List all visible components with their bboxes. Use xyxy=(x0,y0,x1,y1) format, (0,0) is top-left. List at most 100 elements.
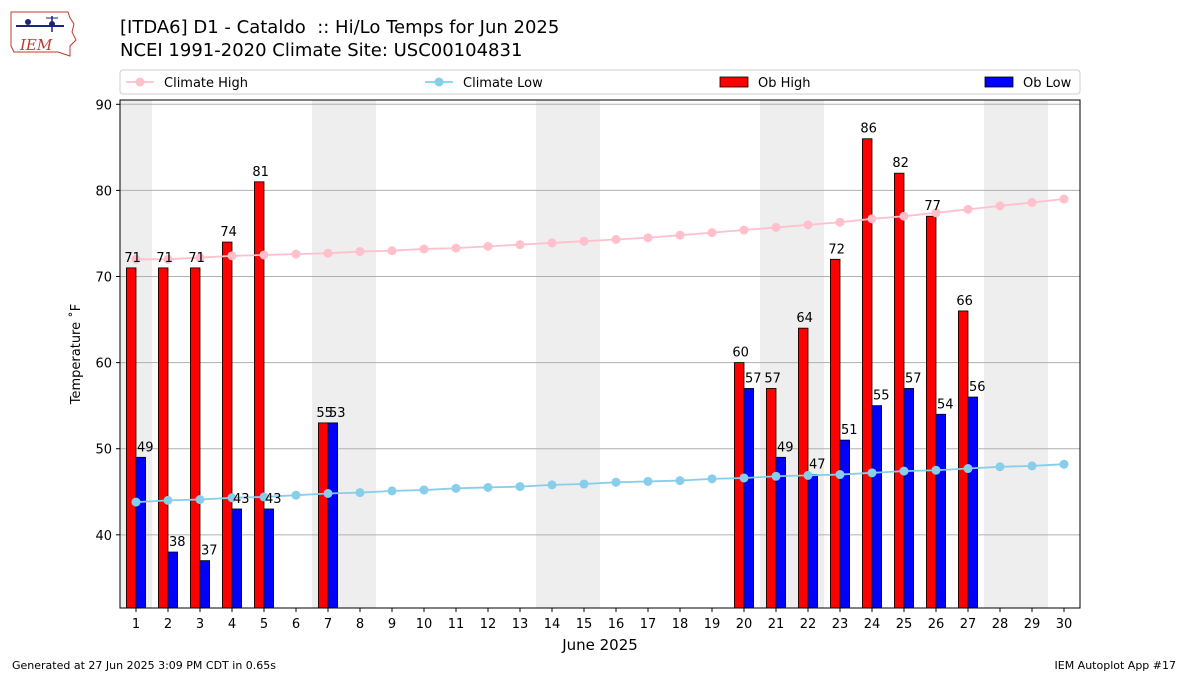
ob-low-bar-day-7 xyxy=(327,422,339,609)
legend-ob-low-label: Ob Low xyxy=(1023,76,1072,91)
climate-high-point-day-4 xyxy=(227,251,237,261)
climate-low-point-day-23 xyxy=(835,470,845,480)
ob-high-label-day-20: 60 xyxy=(732,346,749,361)
ob-low-label-day-5: 43 xyxy=(265,492,282,507)
climate-high-point-day-7 xyxy=(323,248,333,258)
legend-climate-high-label: Climate High xyxy=(164,76,248,91)
climate-high-point-day-19 xyxy=(707,228,717,238)
ob-low-bar-day-5 xyxy=(263,508,275,609)
ob-low-label-day-7: 53 xyxy=(329,406,346,421)
climate-high-point-day-18 xyxy=(675,230,685,240)
x-tick-label-7: 7 xyxy=(324,617,332,632)
ob-high-label-day-24: 86 xyxy=(860,122,877,137)
x-tick-label-9: 9 xyxy=(388,617,396,632)
ob-high-label-day-23: 72 xyxy=(828,242,845,257)
ob-low-label-day-20: 57 xyxy=(745,371,762,386)
climate-high-point-day-23 xyxy=(835,217,845,227)
x-tick-label-13: 13 xyxy=(512,617,529,632)
ob-low-bar-day-27 xyxy=(967,396,979,609)
ob-high-bar-day-25 xyxy=(894,172,905,609)
climate-high-point-day-22 xyxy=(803,220,813,230)
climate-low-point-day-12 xyxy=(483,482,493,492)
legend-box xyxy=(119,69,1081,95)
ob-high-bar-day-24 xyxy=(862,138,873,609)
x-tick-label-11: 11 xyxy=(448,617,465,632)
climate-high-point-day-10 xyxy=(419,244,429,254)
ob-low-bar-day-23 xyxy=(839,439,851,609)
ob-high-label-day-4: 74 xyxy=(220,225,237,240)
climate-low-point-day-19 xyxy=(707,474,717,484)
legend-climate-low-label: Climate Low xyxy=(463,76,543,91)
x-tick-label-22: 22 xyxy=(800,617,817,632)
climate-low-point-day-16 xyxy=(611,477,621,487)
x-tick-label-23: 23 xyxy=(832,617,849,632)
chart-subtitle: NCEI 1991-2020 Climate Site: USC00104831 xyxy=(120,40,523,61)
legend-climate-low-marker xyxy=(434,77,444,87)
x-tick-label-25: 25 xyxy=(896,617,913,632)
ob-high-bar-day-23 xyxy=(830,258,841,609)
ob-high-label-day-26: 77 xyxy=(924,199,941,214)
x-tick-label-24: 24 xyxy=(864,617,881,632)
climate-low-point-day-20 xyxy=(739,473,749,483)
climate-high-point-day-21 xyxy=(771,222,781,232)
y-tick-label-80: 80 xyxy=(95,184,112,199)
climate-high-point-day-14 xyxy=(547,238,557,248)
climate-low-point-day-9 xyxy=(387,486,397,496)
weekend-shade-day-8 xyxy=(344,100,376,608)
ob-high-label-day-3: 71 xyxy=(188,251,205,266)
weekend-shade-day-15 xyxy=(568,100,600,608)
climate-low-point-day-2 xyxy=(163,495,173,505)
climate-high-point-day-30 xyxy=(1059,194,1069,204)
climate-high-point-day-17 xyxy=(643,233,653,243)
climate-high-point-day-28 xyxy=(995,201,1005,211)
climate-low-point-day-13 xyxy=(515,482,525,492)
iem-logo: IEM xyxy=(8,6,80,62)
climate-low-point-day-7 xyxy=(323,488,333,498)
ob-high-bar-day-3 xyxy=(189,267,201,609)
climate-high-line xyxy=(136,198,1065,261)
ob-high-bar-day-21 xyxy=(766,388,777,609)
ob-low-label-day-4: 43 xyxy=(233,492,250,507)
climate-low-point-day-30 xyxy=(1059,459,1069,469)
climate-high-point-day-9 xyxy=(387,246,397,256)
climate-low-point-day-3 xyxy=(195,495,205,505)
climate-low-point-day-1 xyxy=(131,497,141,507)
ob-low-label-day-25: 57 xyxy=(905,371,922,386)
climate-low-line xyxy=(135,463,1065,503)
x-tick-label-4: 4 xyxy=(228,617,236,632)
legend-climate-high-marker xyxy=(135,77,145,87)
autoplot-app-label: IEM Autoplot App #17 xyxy=(1054,659,1177,672)
ob-high-label-day-25: 82 xyxy=(892,156,909,171)
climate-low-point-day-4 xyxy=(227,493,237,503)
climate-high-point-day-8 xyxy=(355,247,365,257)
ob-high-label-day-2: 71 xyxy=(156,251,173,266)
climate-low-point-day-28 xyxy=(995,462,1005,472)
climate-high-point-day-15 xyxy=(579,236,589,246)
ob-high-label-day-5: 81 xyxy=(252,165,269,180)
ob-low-bar-day-20 xyxy=(743,388,755,609)
ob-low-label-day-3: 37 xyxy=(201,544,218,559)
x-tick-label-5: 5 xyxy=(260,617,268,632)
ob-low-bar-day-1 xyxy=(135,456,147,609)
climate-high-point-day-25 xyxy=(899,211,909,221)
ob-high-label-day-22: 64 xyxy=(796,311,813,326)
ob-high-bar-day-7 xyxy=(317,422,329,609)
climate-low-point-day-18 xyxy=(675,476,685,486)
climate-high-point-day-29 xyxy=(1027,197,1037,207)
ob-low-label-day-21: 49 xyxy=(777,440,794,455)
climate-high-point-day-3 xyxy=(195,253,205,263)
climate-low-point-day-5 xyxy=(259,492,269,502)
ob-low-bar-day-25 xyxy=(903,388,915,609)
x-tick-label-2: 2 xyxy=(164,617,172,632)
x-tick-label-19: 19 xyxy=(704,617,721,632)
x-tick-label-29: 29 xyxy=(1024,617,1041,632)
y-tick-label-70: 70 xyxy=(95,271,112,286)
x-tick-label-21: 21 xyxy=(768,617,785,632)
ob-high-bar-day-27 xyxy=(958,310,969,609)
x-tick-label-15: 15 xyxy=(576,617,593,632)
x-tick-label-17: 17 xyxy=(640,617,657,632)
climate-low-point-day-10 xyxy=(419,485,429,495)
climate-low-point-day-27 xyxy=(963,464,973,474)
ob-low-bar-day-22 xyxy=(807,474,819,609)
